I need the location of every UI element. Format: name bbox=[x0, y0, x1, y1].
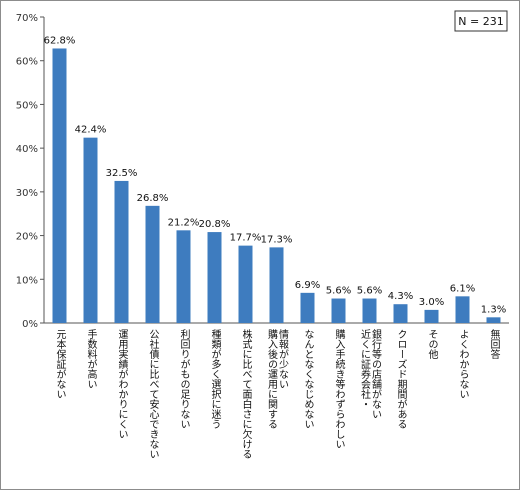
data-label: 5.6% bbox=[357, 286, 382, 297]
data-label: 21.2% bbox=[168, 217, 200, 228]
category-label-column: 購入後の運用に関する bbox=[266, 328, 278, 429]
category-label: 種類が多く選択に迷う bbox=[209, 328, 221, 429]
bar bbox=[207, 232, 222, 323]
bar bbox=[486, 317, 501, 323]
bar bbox=[52, 48, 67, 324]
category-label: 購入手続き等わずらわしい bbox=[333, 328, 345, 449]
category-label: なんとなくなじめない bbox=[302, 329, 314, 429]
data-label: 6.9% bbox=[295, 280, 320, 291]
category-label-column: 公社債に比べて安心できない bbox=[147, 329, 159, 459]
category-label-column: なんとなくなじめない bbox=[302, 329, 314, 429]
data-labels: 62.8% 42.4% 32.5% 26.8% 21.2% 20.8% 17.7% 17.3%… bbox=[44, 35, 507, 315]
bar bbox=[300, 292, 315, 323]
category-label-column: 種類が多く選択に迷う bbox=[209, 328, 221, 429]
bar bbox=[331, 298, 346, 323]
bar bbox=[455, 296, 470, 323]
data-label: 20.8% bbox=[199, 219, 231, 230]
category-label-column: その他 bbox=[426, 329, 438, 360]
category-label-column: 手数料が高い bbox=[85, 328, 97, 389]
category-label-column: 利回りがもの足りない bbox=[178, 329, 190, 429]
sample-size-box: N = 231 bbox=[454, 10, 508, 32]
data-label: 5.6% bbox=[326, 286, 351, 297]
bar bbox=[238, 245, 253, 323]
y-tick-label: 40% bbox=[16, 144, 38, 155]
category-label-column: 株式に比べて面白さに欠ける bbox=[240, 328, 252, 459]
y-tick-label: 20% bbox=[16, 232, 38, 243]
bar bbox=[269, 247, 284, 323]
bar bbox=[145, 205, 160, 323]
category-label: よくわからない bbox=[457, 329, 469, 399]
data-label: 62.8% bbox=[44, 35, 76, 46]
category-label-column: 運用実績がわかりにくい bbox=[116, 329, 128, 439]
category-label: 公社債に比べて安心できない bbox=[147, 329, 159, 459]
category-label-column: 情報が少ない bbox=[277, 328, 289, 389]
y-tick-label: 50% bbox=[16, 100, 38, 111]
bar bbox=[83, 137, 98, 323]
category-labels: 元本保証がない 手数料が高い 運用実績がわかりにくい 公社債に比べて安心できない 利回り… bbox=[54, 328, 500, 459]
category-label: その他 bbox=[426, 329, 438, 360]
data-label: 26.8% bbox=[137, 193, 169, 204]
category-label-column: 銀行等の店舗がない bbox=[370, 328, 382, 419]
category-label: 利回りがもの足りない bbox=[178, 329, 190, 429]
category-label: 無回答 bbox=[488, 328, 500, 360]
data-label: 32.5% bbox=[106, 168, 138, 179]
data-label: 4.3% bbox=[388, 291, 413, 302]
category-label-column: 近くに証券会社・ bbox=[359, 328, 371, 409]
y-tick-label: 60% bbox=[16, 57, 38, 68]
bar bbox=[362, 298, 377, 323]
bar bbox=[424, 309, 439, 323]
category-label: クローズド期間がある bbox=[395, 329, 407, 429]
data-label: 3.0% bbox=[419, 297, 444, 308]
bars bbox=[52, 48, 501, 324]
category-label-column: 元本保証がない bbox=[54, 329, 66, 399]
data-label: 42.4% bbox=[75, 125, 107, 136]
category-label: 手数料が高い bbox=[85, 328, 97, 389]
category-label-column: 購入手続き等わずらわしい bbox=[333, 328, 345, 449]
category-label: 元本保証がない bbox=[54, 329, 66, 399]
category-label-column: クローズド期間がある bbox=[395, 329, 407, 429]
category-label: 運用実績がわかりにくい bbox=[116, 329, 128, 439]
y-tick-label: 70% bbox=[16, 13, 38, 24]
bar bbox=[176, 230, 191, 323]
y-tick-label: 10% bbox=[16, 275, 38, 286]
sample-size-label: N = 231 bbox=[458, 15, 503, 28]
bar bbox=[393, 304, 408, 323]
data-label: 17.7% bbox=[230, 233, 262, 244]
data-label: 1.3% bbox=[481, 304, 506, 315]
data-label: 6.1% bbox=[450, 283, 475, 294]
bar bbox=[114, 180, 129, 323]
category-label: 株式に比べて面白さに欠ける bbox=[240, 328, 252, 459]
y-tick-label: 30% bbox=[16, 188, 38, 199]
category-label-column: 無回答 bbox=[488, 328, 500, 360]
y-tick-label: 0% bbox=[22, 319, 38, 330]
data-label: 17.3% bbox=[261, 234, 293, 245]
category-label-column: よくわからない bbox=[457, 329, 469, 399]
